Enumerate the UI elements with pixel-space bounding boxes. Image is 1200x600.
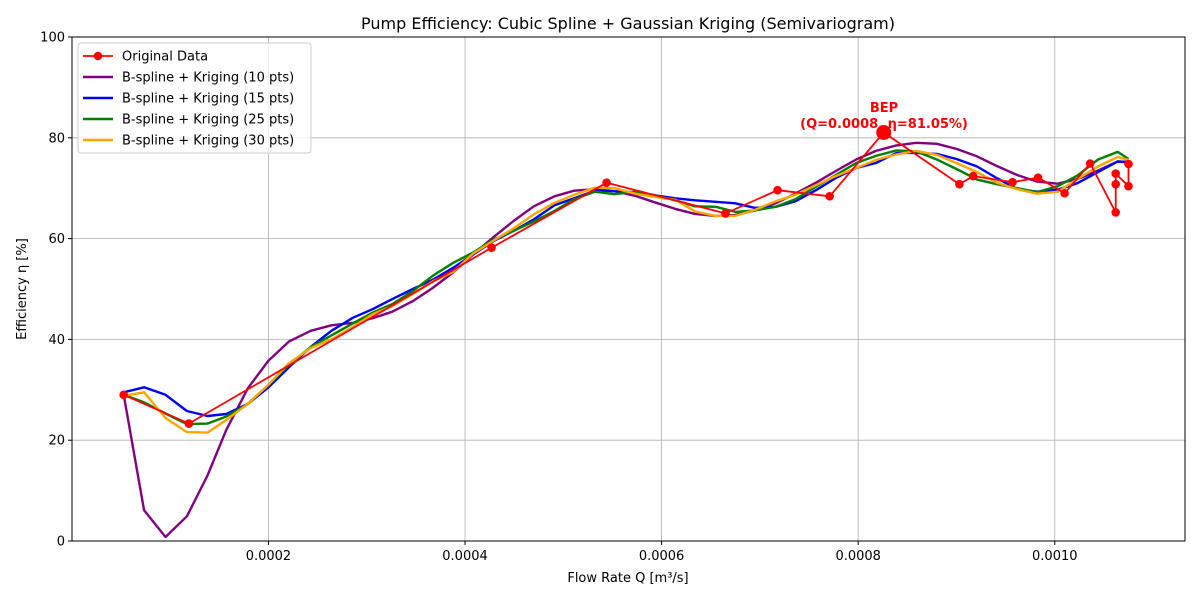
x-tick-label: 0.0010 (1032, 549, 1078, 564)
data-point (119, 390, 128, 400)
y-axis: 0 20 40 60 80 100 (40, 31, 72, 550)
bep-annotation-label: BEP (870, 101, 898, 116)
legend-marker (93, 51, 103, 61)
legend-label: Original Data (122, 50, 208, 65)
legend-box (77, 42, 312, 154)
legend-label: B-spline + Kriging (15 pts) (122, 92, 294, 107)
data-point (1111, 208, 1121, 217)
x-tick-label: 0.0008 (835, 549, 881, 564)
y-tick-label: 40 (48, 333, 65, 348)
data-point (184, 419, 194, 428)
data-point (1085, 159, 1095, 168)
y-tick-label: 100 (40, 31, 65, 46)
data-point (773, 185, 782, 195)
kriging-1-line (122, 141, 1129, 539)
kriging-4-line (123, 149, 1129, 434)
plot-area-border (71, 36, 1186, 542)
data-point (968, 171, 978, 181)
x-axis: 0.0002 0.0004 0.0006 0.0008 0.0010 (246, 541, 1078, 564)
data-point (1033, 173, 1043, 182)
data-point (1111, 179, 1121, 189)
legend-label: B-spline + Kriging (30 pts) (122, 134, 294, 149)
legend-label: B-spline + Kriging (25 pts) (122, 113, 294, 128)
series-group (119, 128, 1133, 539)
legend-label: B-spline + Kriging (10 pts) (122, 71, 294, 86)
x-axis-label: Flow Rate Q [m³/s] (567, 571, 688, 586)
y-tick-label: 80 (48, 131, 65, 146)
x-tick-label: 0.0006 (639, 549, 685, 564)
y-axis-label: Efficiency η [%] (15, 238, 30, 340)
data-point (955, 179, 964, 189)
bep-marker (876, 125, 892, 141)
y-tick-label: 60 (48, 232, 65, 247)
data-point (1060, 188, 1069, 198)
data-point (825, 191, 834, 201)
bep-annotation-values: (Q=0.0008, η=81.05%) (800, 117, 968, 132)
y-tick-label: 20 (48, 434, 65, 449)
data-point (1111, 169, 1121, 178)
y-tick-label: 0 (57, 535, 65, 550)
chart-title: Pump Efficiency: Cubic Spline + Gaussian… (361, 14, 895, 33)
data-point (721, 209, 730, 218)
x-tick-label: 0.0004 (442, 549, 488, 564)
bep-annotation: BEP (Q=0.0008, η=81.05%) (800, 101, 968, 141)
data-point (602, 178, 611, 187)
data-point (1008, 177, 1017, 187)
x-tick-label: 0.0002 (246, 549, 292, 564)
data-point (1124, 181, 1133, 191)
data-point (1124, 159, 1133, 169)
legend: Original Data B-spline + Kriging (10 pts)… (77, 42, 312, 154)
data-point (487, 243, 496, 252)
